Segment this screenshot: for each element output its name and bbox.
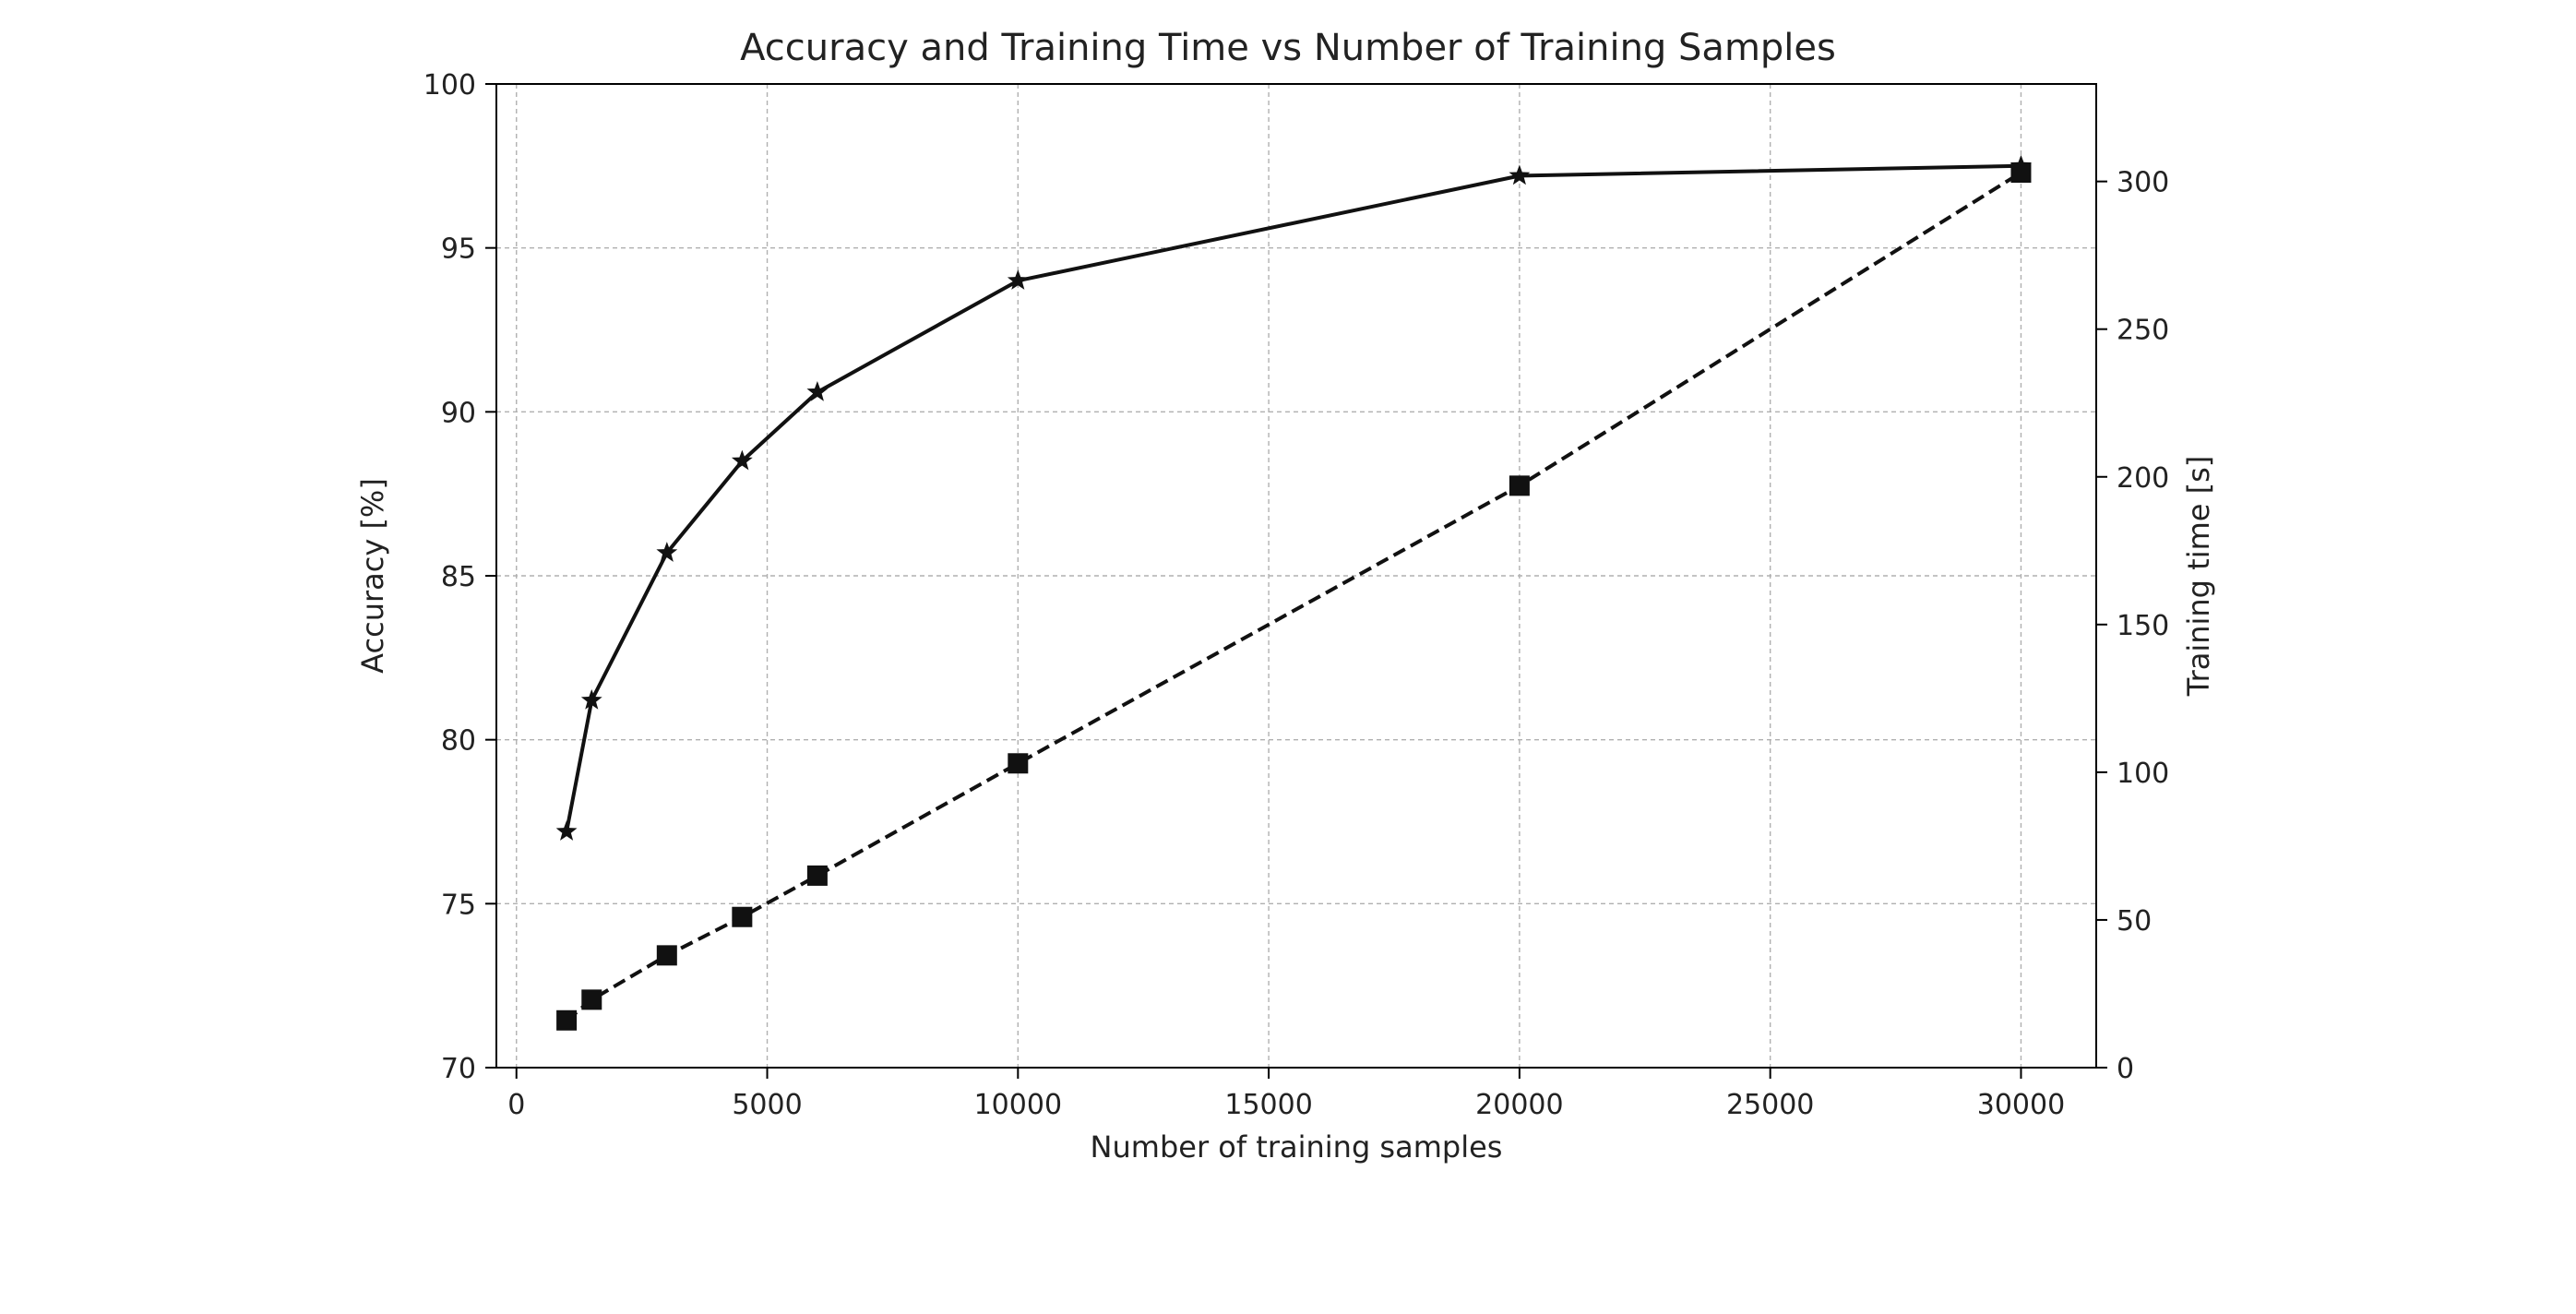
x-tick-label: 15000	[1224, 1089, 1312, 1121]
series-1-point	[656, 542, 678, 562]
y-axis-left: 70 75 80 85 90 95 100	[423, 69, 496, 1085]
y-axis-right: 0 50 100 150 200 250 300	[2096, 167, 2169, 1085]
series-1-point	[731, 449, 753, 471]
y-left-tick-label: 90	[441, 397, 476, 429]
series-2-point	[2010, 162, 2032, 184]
series-group	[555, 154, 2032, 1031]
x-tick-label: 0	[507, 1089, 525, 1121]
y-right-tick-label: 200	[2117, 462, 2169, 495]
series-2-point	[806, 865, 828, 886]
series-2-point	[656, 945, 677, 966]
y-axis-right-label: Training time [s]	[2181, 456, 2216, 698]
series-1-point	[806, 381, 829, 401]
x-tick-label: 10000	[974, 1089, 1062, 1121]
x-tick-label: 20000	[1475, 1089, 1563, 1121]
y-right-tick-label: 250	[2117, 315, 2169, 347]
series-line-2	[565, 171, 2022, 1022]
x-tick-label: 30000	[1977, 1089, 2065, 1121]
y-right-tick-label: 100	[2117, 758, 2169, 790]
series-1-point	[1007, 269, 1029, 290]
y-right-tick-label: 50	[2117, 905, 2152, 938]
x-axis: 0 5000 10000 15000 20000 25000 30000	[507, 1068, 2065, 1121]
y-left-tick-label: 75	[441, 889, 476, 921]
y-right-tick-label: 0	[2117, 1053, 2134, 1085]
y-left-tick-label: 70	[441, 1053, 476, 1085]
series-2-point	[1509, 475, 1530, 496]
series-1-point	[580, 689, 602, 710]
series-1-point	[1509, 164, 1531, 185]
y-right-tick-label: 300	[2117, 167, 2169, 199]
x-tick-label: 5000	[732, 1089, 802, 1121]
y-right-tick-label: 150	[2117, 610, 2169, 642]
series-2-point	[1008, 753, 1029, 774]
series-1-point	[555, 820, 578, 841]
y-left-tick-label: 100	[423, 69, 476, 102]
y-left-tick-label: 95	[441, 233, 476, 266]
x-tick-label: 25000	[1726, 1089, 1814, 1121]
series-2-point	[732, 906, 753, 927]
y-left-tick-label: 85	[441, 561, 476, 593]
chart-title: Accuracy and Training Time vs Number of …	[740, 27, 1836, 69]
y-axis-left-label: Accuracy [%]	[355, 478, 390, 674]
series-line-1	[565, 163, 2021, 832]
x-axis-label: Number of training samples	[1091, 1129, 1503, 1165]
series-2-point	[556, 1009, 578, 1031]
series-2-point	[581, 989, 602, 1010]
grid	[496, 83, 2096, 1069]
y-left-tick-label: 80	[441, 725, 476, 758]
